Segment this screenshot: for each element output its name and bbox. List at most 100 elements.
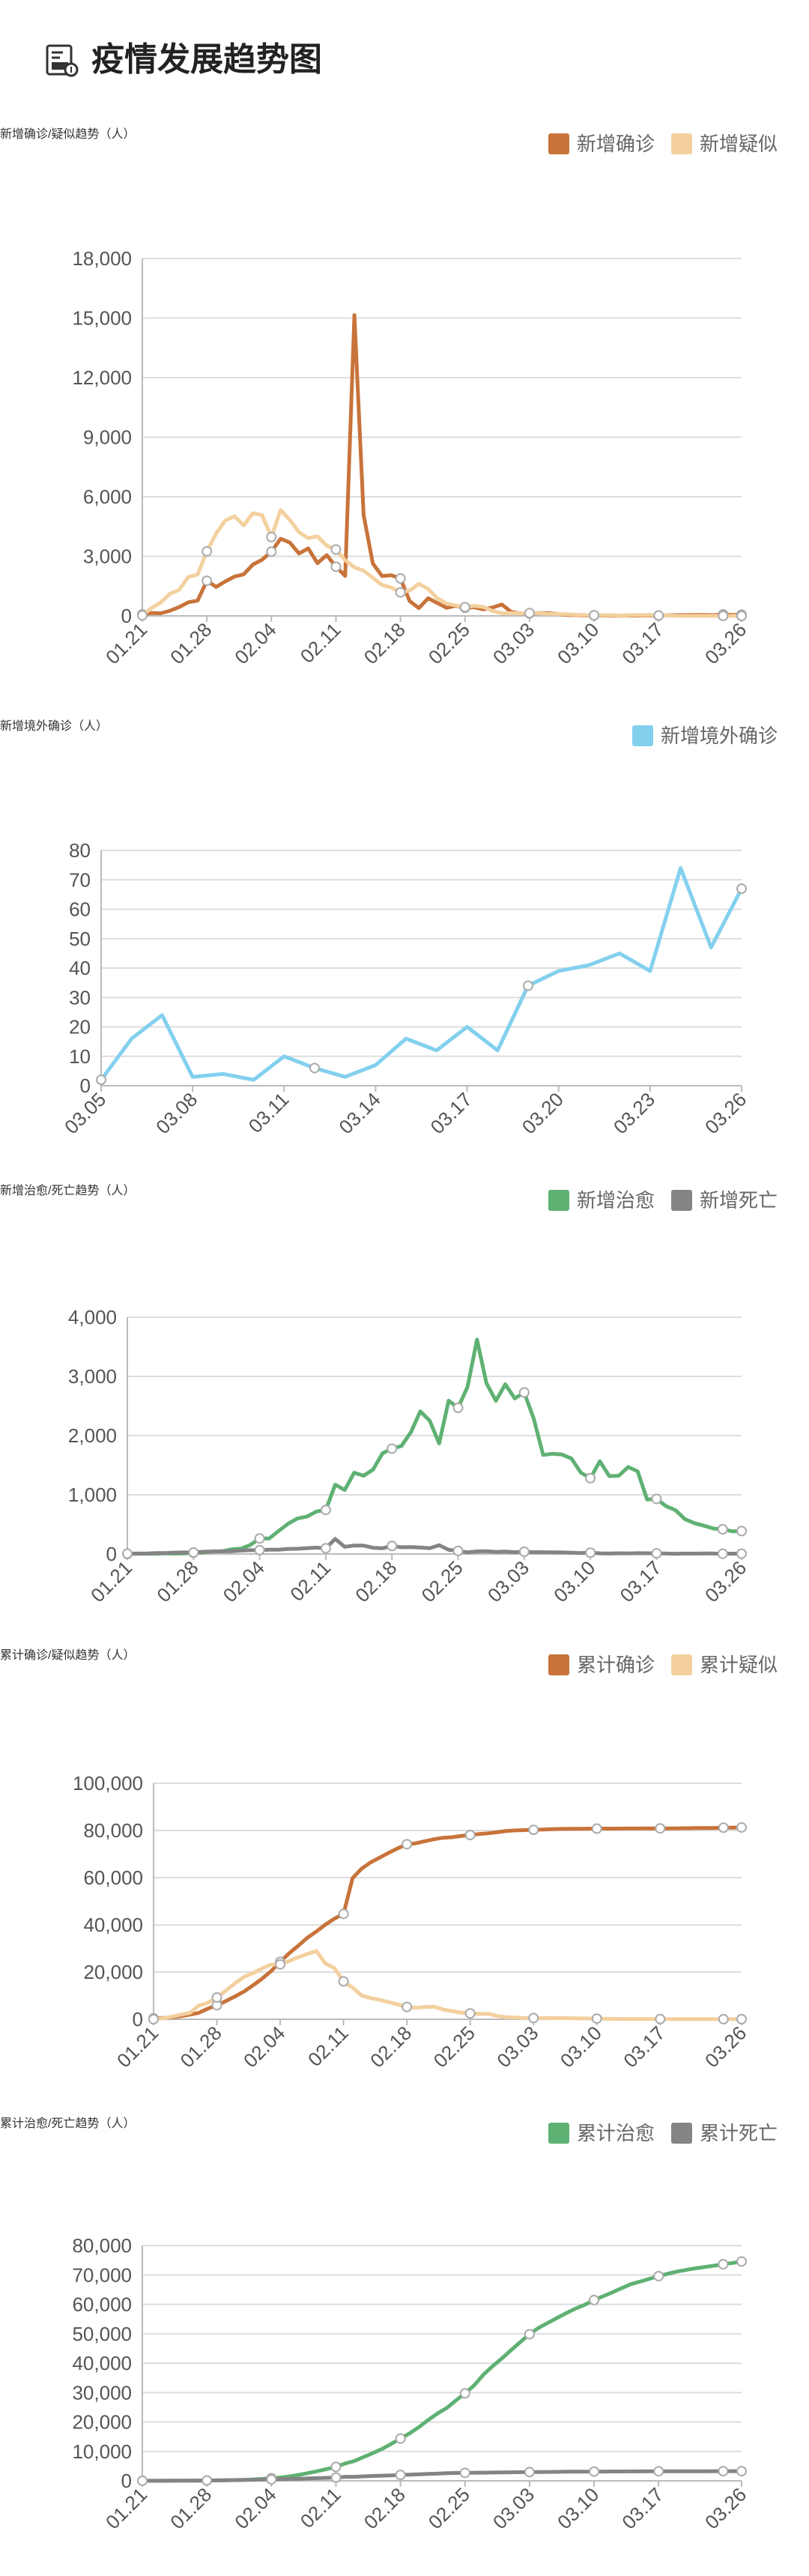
data-point[interactable] <box>387 1443 398 1454</box>
data-point[interactable] <box>148 2013 159 2025</box>
data-point[interactable] <box>122 1548 133 1559</box>
data-point[interactable] <box>402 2001 413 2013</box>
legend-item[interactable]: 新增死亡 <box>670 1189 778 1212</box>
data-point[interactable] <box>589 610 600 621</box>
data-point[interactable] <box>653 2270 664 2282</box>
data-point[interactable] <box>202 575 213 587</box>
data-point[interactable] <box>736 1821 747 1833</box>
data-point[interactable] <box>338 1976 349 1987</box>
data-point[interactable] <box>395 573 406 584</box>
data-point[interactable] <box>718 2466 729 2477</box>
legend-item[interactable]: 新增治愈 <box>548 1189 655 1212</box>
series-line[interactable] <box>151 1825 744 2021</box>
data-point[interactable] <box>518 1387 530 1398</box>
data-point[interactable] <box>402 1839 413 1850</box>
data-point[interactable] <box>655 1823 666 1834</box>
data-point[interactable] <box>528 1824 539 1836</box>
data-point[interactable] <box>202 2475 213 2486</box>
data-point[interactable] <box>459 2467 470 2479</box>
series-line[interactable] <box>140 2469 744 2483</box>
data-point[interactable] <box>718 2013 729 2025</box>
data-point[interactable] <box>717 1548 728 1559</box>
series-line[interactable] <box>140 2259 744 2483</box>
data-point[interactable] <box>736 1548 747 1559</box>
data-point[interactable] <box>395 2433 406 2444</box>
data-point[interactable] <box>459 602 470 613</box>
legend-item[interactable]: 新增境外确诊 <box>631 725 778 747</box>
data-point[interactable] <box>585 1472 596 1484</box>
data-point[interactable] <box>338 1908 349 1920</box>
data-point[interactable] <box>309 1062 320 1074</box>
y-tick-label: 0 <box>121 2470 132 2492</box>
data-point[interactable] <box>202 545 213 557</box>
data-point[interactable] <box>524 608 535 619</box>
data-point[interactable] <box>736 883 747 895</box>
series-line[interactable] <box>99 866 744 1082</box>
data-point[interactable] <box>330 2461 342 2473</box>
data-point[interactable] <box>254 1533 265 1544</box>
data-point[interactable] <box>330 544 342 555</box>
data-point[interactable] <box>518 1546 530 1557</box>
data-point[interactable] <box>188 1546 199 1558</box>
data-point[interactable] <box>275 1959 286 1970</box>
data-point[interactable] <box>585 1547 596 1558</box>
data-point[interactable] <box>452 1545 464 1556</box>
legend-item[interactable]: 新增确诊 <box>548 133 655 155</box>
data-point[interactable] <box>589 2466 600 2477</box>
legend-item[interactable]: 累计治愈 <box>548 2122 655 2144</box>
data-point[interactable] <box>464 2008 476 2019</box>
chart-report-icon <box>46 44 79 77</box>
data-point[interactable] <box>266 531 277 542</box>
data-point[interactable] <box>736 2466 747 2477</box>
data-point[interactable] <box>718 611 729 621</box>
data-point[interactable] <box>589 2294 600 2306</box>
data-point[interactable] <box>320 1505 331 1516</box>
data-point[interactable] <box>655 2013 666 2025</box>
data-point[interactable] <box>330 561 342 572</box>
data-point[interactable] <box>736 2256 747 2267</box>
series-line[interactable] <box>151 1949 744 2022</box>
data-point[interactable] <box>591 2013 602 2025</box>
data-point[interactable] <box>524 2329 535 2340</box>
data-point[interactable] <box>387 1541 398 1552</box>
data-point[interactable] <box>395 2470 406 2481</box>
data-point[interactable] <box>717 1524 728 1535</box>
data-point[interactable] <box>523 980 533 991</box>
data-point[interactable] <box>524 2467 535 2478</box>
data-point[interactable] <box>653 610 664 621</box>
data-point[interactable] <box>254 1544 265 1555</box>
data-point[interactable] <box>718 2258 729 2270</box>
legend-item[interactable]: 新增疑似 <box>670 133 778 155</box>
y-tick-label: 0 <box>80 1074 91 1097</box>
data-point[interactable] <box>452 1402 464 1413</box>
data-point[interactable] <box>266 2474 277 2485</box>
data-point[interactable] <box>266 546 277 557</box>
data-point[interactable] <box>718 1822 729 1833</box>
series-line[interactable] <box>140 508 744 618</box>
data-point[interactable] <box>137 2475 148 2486</box>
data-point[interactable] <box>653 2466 664 2477</box>
legend-item[interactable]: 累计确诊 <box>548 1654 655 1676</box>
data-point[interactable] <box>320 1543 331 1554</box>
data-point[interactable] <box>330 2472 342 2483</box>
data-point[interactable] <box>464 1830 476 1841</box>
data-point[interactable] <box>591 1823 602 1834</box>
legend-item[interactable]: 累计死亡 <box>670 2122 778 2144</box>
series-line[interactable] <box>125 1537 744 1556</box>
data-point[interactable] <box>395 587 406 598</box>
data-point[interactable] <box>651 1548 662 1559</box>
data-point[interactable] <box>137 610 148 621</box>
data-point[interactable] <box>528 2013 539 2024</box>
data-point[interactable] <box>736 1526 747 1537</box>
data-point[interactable] <box>96 1074 106 1086</box>
data-point[interactable] <box>459 2388 470 2399</box>
chart-legend: 新增治愈 新增死亡 <box>548 1189 778 1212</box>
y-tick-label: 10 <box>69 1045 91 1068</box>
x-tick-label: 03.03 <box>488 2483 539 2533</box>
data-point[interactable] <box>736 2013 747 2025</box>
data-point[interactable] <box>211 1992 222 2003</box>
data-point[interactable] <box>651 1493 662 1505</box>
legend-item[interactable]: 累计疑似 <box>670 1654 778 1676</box>
data-point[interactable] <box>736 611 747 621</box>
